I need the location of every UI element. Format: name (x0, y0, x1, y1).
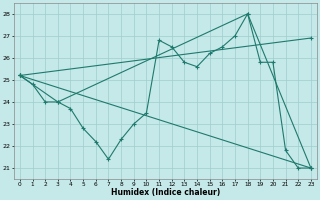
X-axis label: Humidex (Indice chaleur): Humidex (Indice chaleur) (111, 188, 220, 197)
